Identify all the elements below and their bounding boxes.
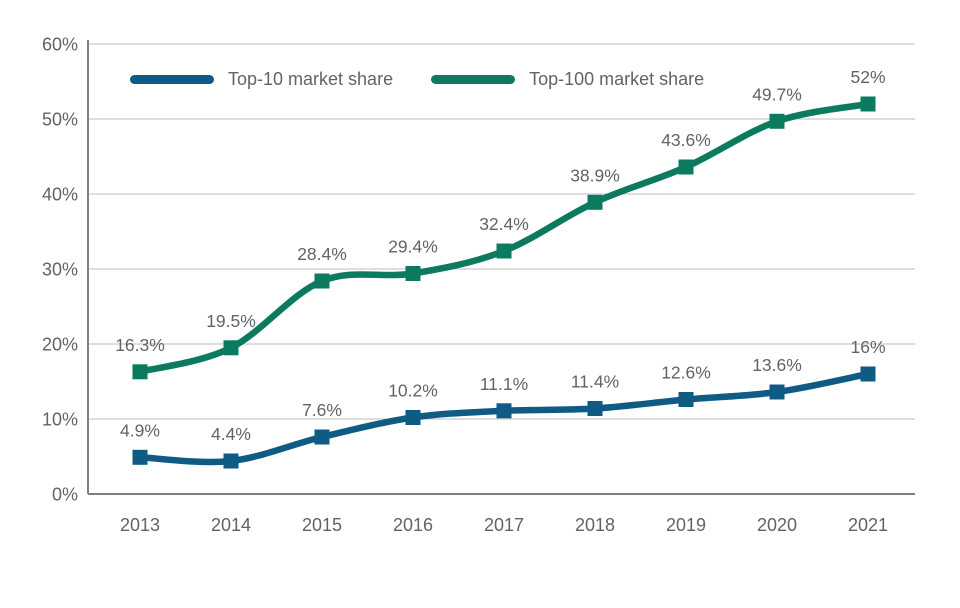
x-tick-label: 2019 (666, 515, 706, 535)
x-tick-label: 2013 (120, 515, 160, 535)
y-tick-label: 0% (52, 485, 78, 505)
x-tick-label: 2014 (211, 515, 251, 535)
point-label-top-10-market-share-2014: 4.4% (211, 424, 251, 444)
point-marker-top-100-market-share-2016 (405, 266, 421, 281)
y-tick-label: 50% (42, 110, 78, 130)
point-label-top-100-market-share-2020: 49.7% (752, 84, 802, 104)
point-label-top-100-market-share-2017: 32.4% (479, 214, 529, 234)
point-label-top-10-market-share-2017: 11.1% (480, 374, 528, 394)
point-marker-top-10-market-share-2013 (132, 449, 148, 465)
legend-item-top-100: Top-100 market share (431, 69, 704, 90)
point-label-top-10-market-share-2021: 16% (850, 337, 885, 357)
x-tick-label: 2020 (757, 515, 797, 535)
point-marker-top-100-market-share-2018 (587, 194, 603, 210)
point-marker-top-10-market-share-2021 (860, 366, 876, 382)
legend: Top-10 market share Top-100 market share (130, 69, 704, 90)
point-label-top-10-market-share-2013: 4.9% (120, 420, 160, 440)
y-tick-label: 20% (42, 335, 78, 355)
legend-label-top-10: Top-10 market share (228, 69, 394, 89)
point-marker-top-100-market-share-2017 (496, 243, 512, 259)
point-label-top-10-market-share-2019: 12.6% (661, 363, 711, 383)
point-marker-top-10-market-share-2018 (587, 401, 603, 416)
y-tick-label: 40% (42, 185, 78, 205)
point-marker-top-10-market-share-2020 (769, 384, 785, 400)
y-tick-label: 60% (42, 35, 78, 55)
point-label-top-100-market-share-2021: 52% (850, 67, 885, 87)
legend-label-top-100: Top-100 market share (529, 69, 705, 89)
point-marker-top-10-market-share-2015 (314, 429, 330, 445)
point-marker-top-10-market-share-2019 (678, 392, 694, 407)
point-label-top-100-market-share-2018: 38.9% (570, 165, 620, 185)
point-marker-top-100-market-share-2019 (678, 159, 694, 175)
x-tick-label: 2018 (575, 515, 615, 535)
point-label-top-10-market-share-2015: 7.6% (302, 400, 342, 420)
point-marker-top-10-market-share-2014 (223, 453, 239, 469)
point-marker-top-10-market-share-2017 (496, 403, 512, 419)
x-tick-label: 2021 (848, 515, 888, 535)
legend-swatch-top-10-icon (130, 75, 214, 84)
y-tick-label: 10% (42, 410, 78, 430)
x-tick-label: 2015 (302, 515, 342, 535)
point-label-top-10-market-share-2018: 11.4% (571, 372, 619, 392)
point-label-top-10-market-share-2020: 13.6% (752, 355, 802, 375)
legend-swatch-top-100-icon (431, 75, 516, 84)
x-tick-label: 2016 (393, 515, 433, 535)
point-marker-top-100-market-share-2014 (223, 340, 239, 356)
point-marker-top-100-market-share-2015 (314, 273, 330, 289)
point-marker-top-10-market-share-2016 (405, 410, 421, 425)
point-label-top-10-market-share-2016: 10.2% (388, 381, 438, 401)
y-tick-label: 30% (42, 260, 78, 280)
point-marker-top-100-market-share-2020 (769, 113, 785, 129)
x-tick-label: 2017 (484, 515, 524, 535)
point-label-top-100-market-share-2016: 29.4% (388, 237, 438, 257)
point-marker-top-100-market-share-2021 (860, 96, 876, 112)
point-label-top-100-market-share-2013: 16.3% (115, 335, 165, 355)
series-line-top-100-market-share (136, 100, 872, 376)
point-label-top-100-market-share-2015: 28.4% (297, 244, 347, 264)
point-label-top-100-market-share-2014: 19.5% (206, 311, 256, 331)
point-marker-top-100-market-share-2013 (132, 364, 148, 380)
legend-item-top-10: Top-10 market share (130, 69, 393, 90)
point-label-top-100-market-share-2019: 43.6% (661, 130, 711, 150)
